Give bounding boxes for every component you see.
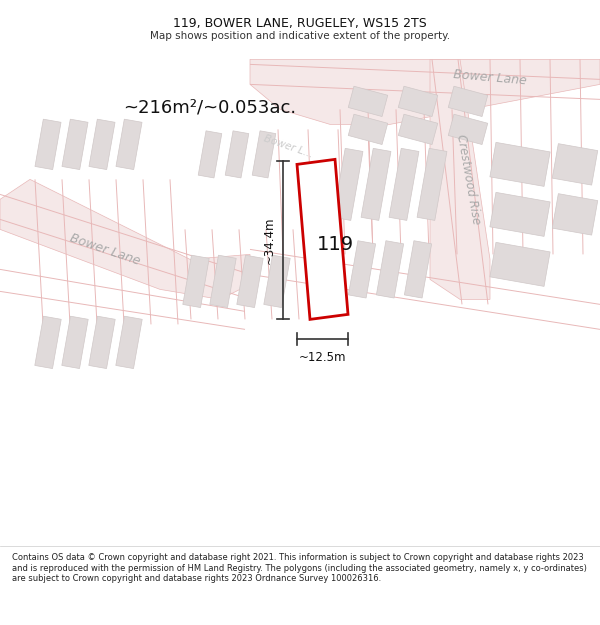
Polygon shape [62,119,88,169]
Polygon shape [35,316,61,369]
Text: ~34.4m: ~34.4m [263,217,275,264]
Polygon shape [404,241,431,298]
Polygon shape [448,114,488,144]
Polygon shape [35,119,61,169]
Text: 119, BOWER LANE, RUGELEY, WS15 2TS: 119, BOWER LANE, RUGELEY, WS15 2TS [173,16,427,29]
Polygon shape [398,86,438,116]
Polygon shape [264,255,290,308]
Polygon shape [448,86,488,116]
Polygon shape [348,86,388,116]
Text: 119: 119 [316,235,353,254]
Polygon shape [552,144,598,185]
Polygon shape [389,148,419,221]
Polygon shape [417,148,447,221]
Polygon shape [333,148,363,221]
Polygon shape [0,179,250,299]
Polygon shape [89,316,115,369]
Text: Bower L...: Bower L... [262,133,314,159]
Polygon shape [237,255,263,308]
Text: Map shows position and indicative extent of the property.: Map shows position and indicative extent… [150,31,450,41]
Polygon shape [89,119,115,169]
Polygon shape [349,241,376,298]
Text: ~216m²/~0.053ac.: ~216m²/~0.053ac. [124,98,296,116]
Polygon shape [490,192,550,236]
Polygon shape [225,131,249,178]
Polygon shape [116,316,142,369]
Polygon shape [250,59,600,124]
Polygon shape [490,142,550,186]
Polygon shape [361,148,391,221]
Text: Bower Lane: Bower Lane [453,68,527,87]
Polygon shape [297,159,348,319]
Polygon shape [376,241,404,298]
Polygon shape [198,131,222,178]
Polygon shape [210,255,236,308]
Polygon shape [430,59,490,299]
Polygon shape [552,194,598,235]
Text: Crestwood Rise: Crestwood Rise [454,133,482,226]
Polygon shape [348,114,388,144]
Polygon shape [62,316,88,369]
Text: ~12.5m: ~12.5m [299,351,346,364]
Text: Contains OS data © Crown copyright and database right 2021. This information is : Contains OS data © Crown copyright and d… [12,554,587,583]
Polygon shape [252,131,276,178]
Polygon shape [398,114,438,144]
Polygon shape [183,255,209,308]
Polygon shape [490,242,550,286]
Text: Bower Lane: Bower Lane [68,231,142,268]
Polygon shape [116,119,142,169]
